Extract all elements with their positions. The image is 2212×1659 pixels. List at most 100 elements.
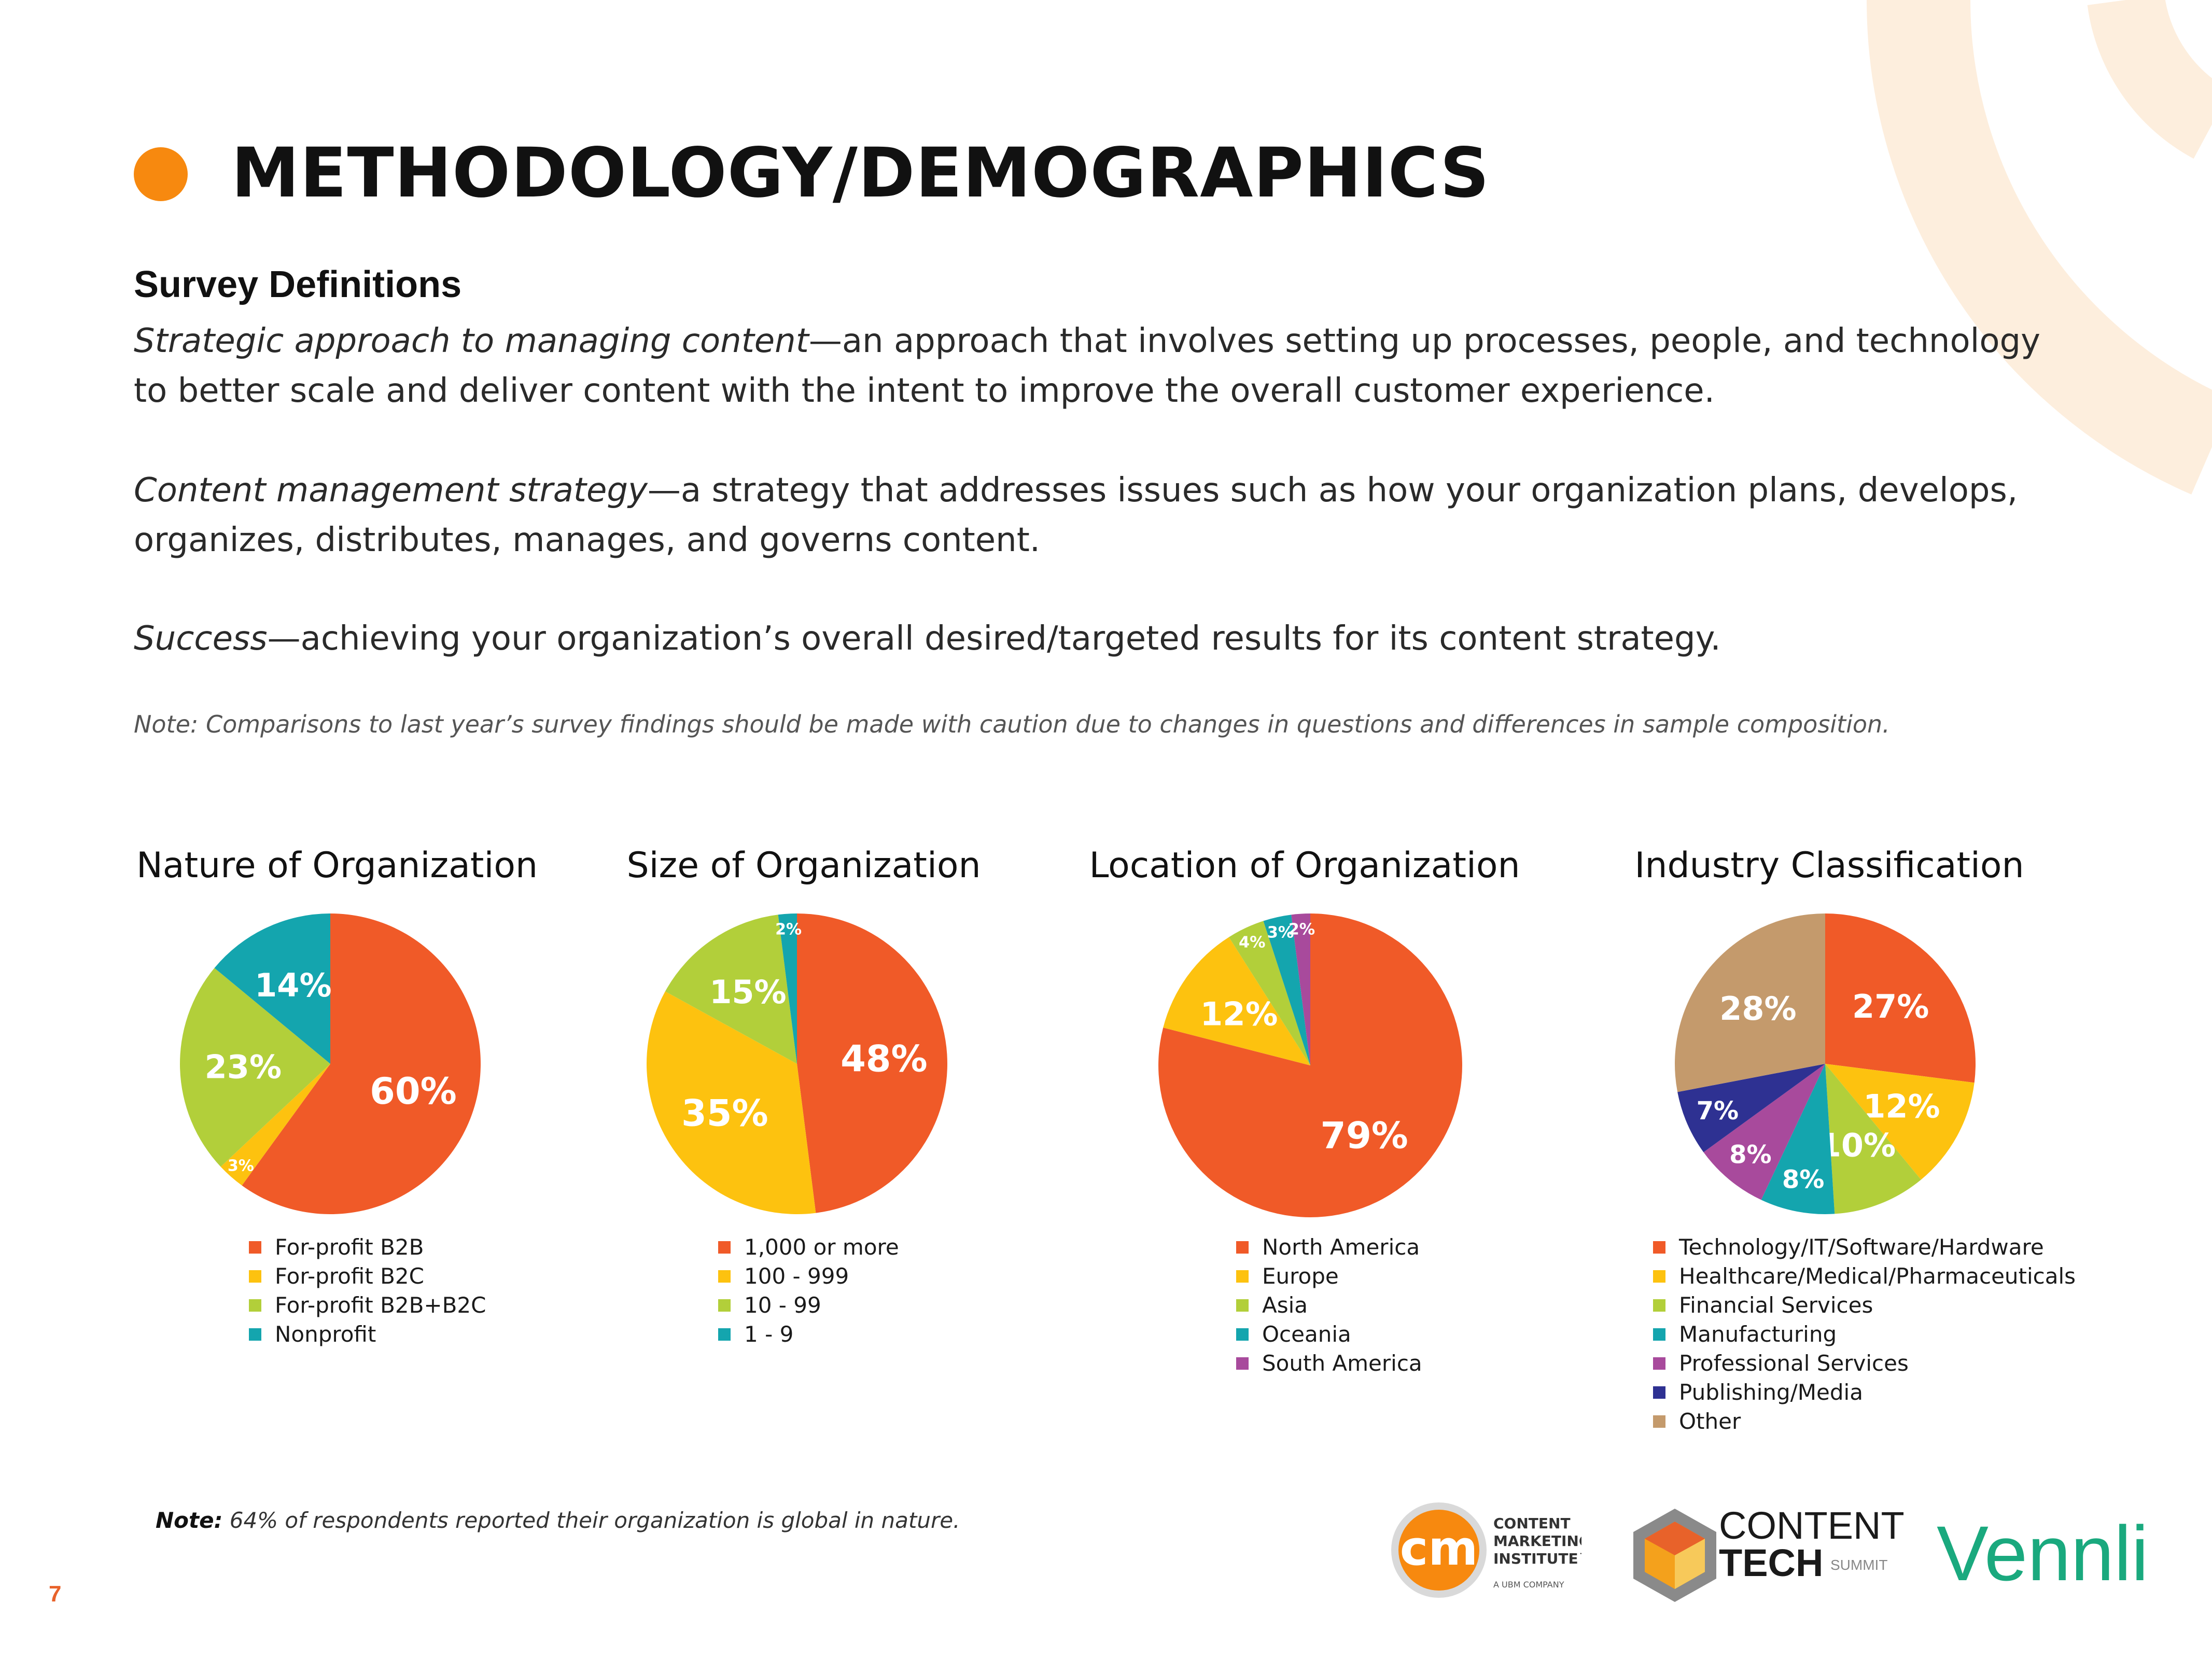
legend-label: Financial Services [1679,1292,1873,1318]
legend-label: Manufacturing [1679,1321,1837,1347]
definition-text: —a strategy that addresses issues such a… [134,471,2018,559]
slice-label-1-9: 2% [775,920,802,938]
legend-swatch [718,1241,731,1254]
legend-industry: Technology/IT/Software/Hardware Healthcar… [1653,1233,2076,1436]
cmi-name-line-3: INSTITUTE™ [1493,1550,1581,1567]
chart-title-nature: Nature of Organization [136,845,538,886]
legend-nature: For-profit B2B For-profit B2C For-profit B… [249,1233,486,1349]
legend-item-oceania: Oceania [1236,1320,1422,1349]
pie-slice-publishing-media [1677,1064,1825,1152]
pie-slice-1-9 [778,913,797,1064]
legend-swatch [718,1328,731,1341]
legend-item-asia: Asia [1236,1291,1422,1320]
legend-label: Other [1679,1409,1741,1434]
pie-slice-nonprofit [214,913,330,1064]
cmi-logo: cm CONTENT MARKETING INSTITUTE™ A UBM CO… [1391,1502,1581,1598]
legend-label: Europe [1262,1263,1339,1289]
definition-term: Strategic approach to managing content [134,322,809,360]
chart-title-industry: Industry Classification [1634,845,2024,886]
legend-label: Technology/IT/Software/Hardware [1679,1234,2044,1260]
legend-swatch [1653,1270,1665,1283]
legend-label: 100 - 999 [744,1263,849,1289]
legend-swatch [1653,1328,1665,1341]
legend-swatch [1236,1357,1249,1370]
slice-label-oceania: 3% [1267,924,1294,942]
ct-sub: SUMMIT [1830,1557,1887,1573]
pie-slice-1-000-or-more [797,913,948,1213]
legend-label: For-profit B2B [275,1234,424,1260]
global-note: Note: 64% of respondents reported their … [156,1508,960,1533]
slice-label-100-999: 35% [681,1092,768,1135]
legend-item-1-000-or-more: 1,000 or more [718,1233,899,1262]
pie-slice-professional-services [1703,1064,1825,1200]
legend-swatch [718,1270,731,1283]
definition-term: Content management strategy [134,471,648,510]
cmi-sub: A UBM COMPANY [1493,1580,1564,1590]
legend-size: 1,000 or more 100 - 999 10 - 99 1 - 9 [718,1233,899,1349]
definition-text: —an approach that involves setting up pr… [134,322,2041,410]
legend-item-europe: Europe [1236,1262,1422,1291]
legend-item-for-profit-b2c: For-profit B2C [249,1262,486,1291]
legend-item-100-999: 100 - 999 [718,1262,899,1291]
pie-slice-technology-it-software-hardware [1825,913,1976,1083]
pie-slice-for-profit-b2b-b2c [180,968,330,1167]
pie-slice-healthcare-medical-pharmaceuticals [1825,1064,1975,1180]
pie-slice-south-america [1291,913,1310,1065]
pie-slice-manufacturing [1761,1064,1835,1214]
slice-label-north-america: 79% [1321,1114,1408,1157]
pie-slice-europe [1163,937,1310,1065]
page-title: METHODOLOGY/DEMOGRAPHICS [231,133,1490,213]
global-note-text: 64% of respondents reported their organi… [222,1508,960,1533]
legend-swatch [1236,1328,1249,1341]
legend-label: 10 - 99 [744,1292,821,1318]
slice-label-europe: 12% [1200,995,1278,1033]
legend-swatch [249,1270,261,1283]
legend-label: South America [1262,1351,1422,1376]
legend-swatch [1653,1357,1665,1370]
legend-label: Professional Services [1679,1351,1909,1376]
legend-label: North America [1262,1234,1420,1260]
legend-label: For-profit B2B+B2C [275,1292,486,1318]
slice-label-for-profit-b2c: 3% [228,1157,254,1175]
content-tech-summit-logo: CONTENT TECH SUMMIT [1633,1504,1905,1602]
slice-label-south-america: 2% [1289,921,1315,939]
definition-term: Success [134,620,268,658]
title-bullet-icon [134,147,188,201]
legend-swatch [1653,1299,1665,1312]
vennli-logo: Vennli [1937,1510,2149,1592]
definition-success: Success—achieving your organization’s ov… [134,614,2083,664]
pie-chart-industry: 27%12%10%8%8%7%28% [1675,913,1976,1214]
page-number: 7 [49,1581,62,1607]
legend-item-for-profit-b2b: For-profit B2B [249,1233,486,1262]
legend-label: For-profit B2C [275,1263,424,1289]
chart-title-location: Location of Organization [1089,845,1520,886]
legend-label: 1 - 9 [744,1321,794,1347]
pie-slice-100-999 [647,991,816,1214]
legend-swatch [249,1299,261,1312]
cmi-name-line-2: MARKETING [1493,1533,1581,1550]
slice-label-manufacturing: 8% [1782,1165,1825,1194]
legend-swatch [1653,1241,1665,1254]
pie-slice-for-profit-b2b [242,913,481,1214]
definition-strategic-approach: Strategic approach to managing content—a… [134,316,2083,416]
pie-slice-oceania [1263,915,1310,1065]
legend-swatch [1653,1415,1665,1428]
legend-item-nonprofit: Nonprofit [249,1320,486,1349]
legend-item-healthcare-medical-pharmaceuticals: Healthcare/Medical/Pharmaceuticals [1653,1262,2076,1291]
legend-swatch [1236,1241,1249,1254]
cmi-name-line-1: CONTENT [1493,1515,1571,1532]
chart-title-size: Size of Organization [626,845,981,886]
pie-slice-10-99 [665,915,797,1064]
legend-item-other: Other [1653,1407,2076,1436]
vennli-wordmark: Vennli [1937,1510,2149,1592]
legend-swatch [249,1328,261,1341]
legend-label: 1,000 or more [744,1234,899,1260]
slice-label-nonprofit: 14% [255,966,331,1004]
slice-label-for-profit-b2b-b2c: 23% [205,1048,282,1086]
slice-label-asia: 4% [1239,933,1265,951]
definition-content-management-strategy: Content management strategy—a strategy t… [134,466,2083,565]
legend-swatch [718,1299,731,1312]
legend-item-10-99: 10 - 99 [718,1291,899,1320]
slice-label-1-000-or-more: 48% [841,1038,928,1080]
